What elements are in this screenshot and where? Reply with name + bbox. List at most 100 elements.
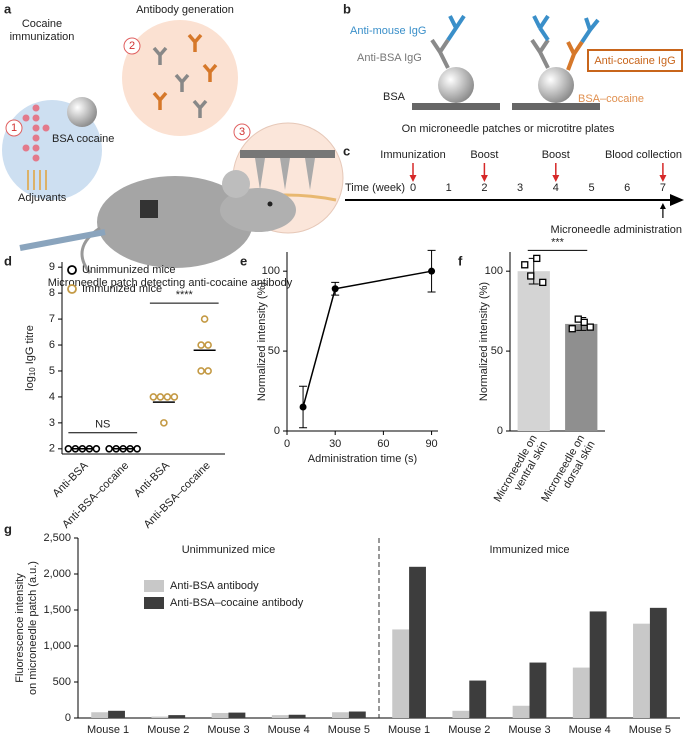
label: BSA	[383, 91, 406, 103]
x-tick-label: Anti-BSA	[51, 459, 92, 500]
x-tick-label: Mouse 5	[328, 724, 370, 734]
dot	[197, 367, 205, 375]
point	[299, 403, 307, 411]
legend-label: Anti-BSA antibody	[170, 580, 259, 592]
x-tick-label: Mouse 3	[508, 724, 550, 734]
timeline-tick-label: 7	[660, 182, 666, 194]
y-tick-label: 100	[485, 265, 503, 277]
y-tick-label: 100	[262, 265, 280, 277]
panel-letter: c	[343, 143, 350, 158]
bead	[22, 114, 30, 122]
dot	[149, 393, 158, 401]
timeline-tick-label: 1	[446, 182, 452, 194]
panel-letter: a	[4, 1, 12, 16]
legend-label: Anti-BSA–cocaine antibody	[170, 597, 304, 609]
label: Anti-cocaine IgG	[594, 55, 675, 67]
bar	[348, 711, 366, 718]
event-label: Boost	[542, 149, 570, 161]
y-tick-label: 1,500	[43, 604, 71, 616]
antibody	[152, 91, 168, 110]
y-tick-label: 0	[274, 425, 280, 437]
y-axis-title-sub: 10	[28, 367, 37, 376]
step-number: 1	[11, 122, 17, 134]
bar	[452, 710, 470, 718]
anti-bsa	[530, 38, 550, 69]
point	[331, 285, 339, 293]
y-tick-label: 9	[49, 261, 55, 273]
label-line: immunization	[10, 31, 75, 43]
y-tick-label: 50	[491, 345, 503, 357]
bar	[589, 611, 607, 718]
legend-marker	[67, 265, 77, 275]
bead	[32, 104, 40, 112]
bar	[108, 710, 125, 718]
bsa-sphere	[67, 97, 97, 127]
dot	[204, 341, 212, 349]
dot	[160, 419, 168, 427]
syringe	[19, 229, 106, 251]
step-badge	[5, 119, 23, 137]
bar	[332, 712, 349, 718]
x-tick-label: Mouse 3	[207, 724, 249, 734]
bar	[469, 680, 487, 718]
bar	[91, 712, 109, 718]
step-badge	[233, 123, 251, 141]
point	[521, 261, 529, 269]
highlight-box	[587, 49, 683, 72]
event-arrowhead	[409, 175, 417, 182]
plate	[412, 103, 500, 110]
bead	[32, 134, 40, 142]
y-tick-label: 0	[497, 425, 503, 437]
admin-label: Microneedle administration	[551, 224, 682, 236]
x-tick-label: 90	[425, 438, 437, 450]
legend-swatch	[144, 597, 164, 609]
panel-letter: b	[343, 1, 351, 16]
mouse-ear	[222, 170, 250, 198]
bar	[517, 271, 550, 431]
bsa-sphere	[538, 67, 574, 103]
label: Cocaine immunization	[10, 18, 75, 43]
y-axis-title: Fluorescence intensityon microneedle pat…	[14, 561, 39, 695]
anti-mouse	[580, 17, 600, 44]
x-tick-label: Mouse 2	[147, 724, 189, 734]
legend-label: Unimmunized mice	[82, 264, 176, 276]
dot	[64, 445, 73, 453]
line	[302, 270, 432, 408]
timeline-tick-label: 4	[553, 182, 559, 194]
bar	[392, 629, 410, 718]
bar	[211, 712, 229, 718]
dot	[156, 393, 165, 401]
point	[428, 267, 436, 275]
step-number: 2	[129, 40, 135, 52]
x-tick-label: Mouse 4	[569, 724, 611, 734]
y-tick-label: 3	[49, 417, 55, 429]
bar	[168, 715, 186, 718]
timeline-tick-label: 2	[481, 182, 487, 194]
bsa-sphere	[438, 67, 474, 103]
antibody	[202, 63, 218, 82]
panel-letter: e	[240, 253, 247, 268]
event-arrowhead	[659, 175, 667, 182]
x-tick-label: Mouse 1	[388, 724, 430, 734]
anti-cocaine	[566, 40, 584, 71]
significance-label: ****	[176, 289, 194, 301]
label: Adjuvants	[18, 192, 67, 204]
antibody	[174, 73, 190, 92]
y-tick-label: 8	[49, 287, 55, 299]
mouse-eye	[267, 201, 273, 207]
y-axis-title-line: Fluorescence intensity	[14, 573, 26, 683]
step-number: 3	[239, 126, 245, 138]
y-tick-label: 4	[49, 391, 55, 403]
antibody	[192, 99, 208, 118]
x-tick-label: 30	[329, 438, 341, 450]
y-tick-label: 6	[49, 339, 55, 351]
y-axis-title-part: log	[24, 376, 36, 391]
x-tick-label: Anti-BSA	[132, 459, 173, 500]
legend-marker	[67, 284, 77, 294]
dot	[197, 341, 205, 349]
y-tick-label: 500	[53, 676, 71, 688]
point	[586, 323, 594, 331]
event-label: Blood collection	[605, 149, 682, 161]
antibodies	[152, 33, 218, 118]
point	[580, 318, 588, 326]
